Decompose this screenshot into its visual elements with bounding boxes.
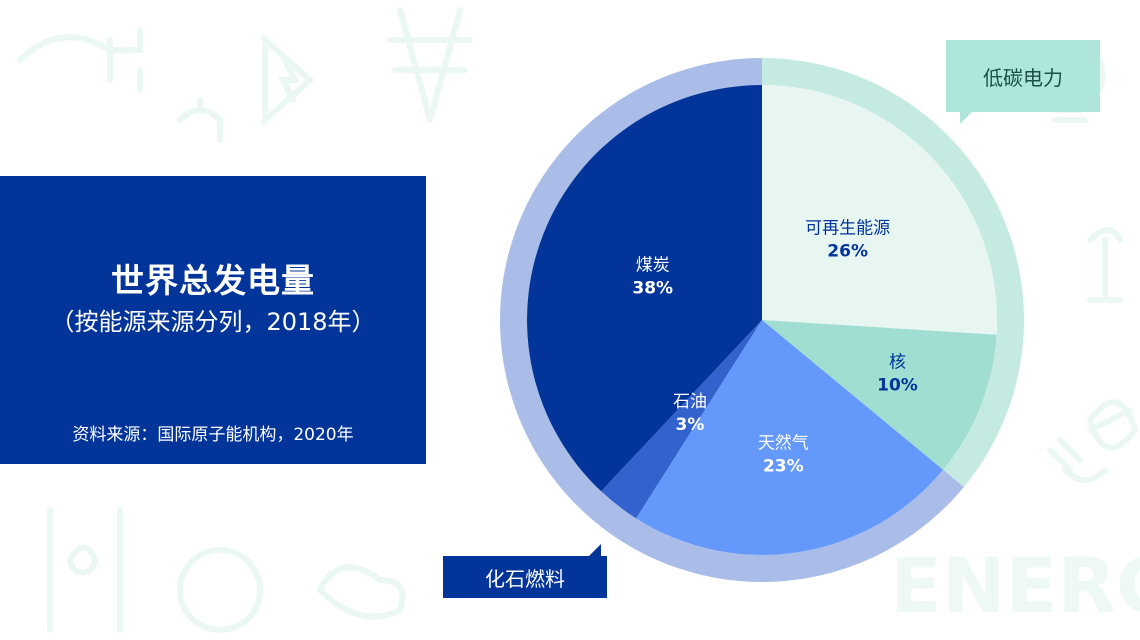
- globe-icon: [177, 547, 264, 633]
- tap-icon: [177, 97, 223, 143]
- slice-value-label-2: 23%: [763, 457, 804, 477]
- source-note: 资料来源：国际原子能机构，2020年: [72, 425, 354, 445]
- page-subtitle: （按能源来源分列，2018年）: [50, 308, 376, 336]
- slice-value-label-0: 26%: [827, 242, 868, 262]
- title-panel: 世界总发电量 （按能源来源分列，2018年） 资料来源：国际原子能机构，2020…: [0, 176, 426, 464]
- slice-name-label-3: 石油: [673, 392, 707, 412]
- slice-value-label-4: 38%: [632, 279, 673, 299]
- page-title: 世界总发电量: [111, 261, 315, 300]
- slice-value-label-1: 10%: [877, 376, 918, 396]
- group-ring-1: [499, 58, 964, 583]
- pie-slice-0: [762, 85, 997, 335]
- slice-name-label-1: 核: [889, 353, 906, 373]
- pie-slice-2: [636, 320, 944, 555]
- plant-icon: [1087, 227, 1123, 303]
- slice-name-label-0: 可再生能源: [805, 219, 890, 239]
- slice-value-label-3: 3%: [676, 415, 705, 435]
- slice-name-label-4: 煤炭: [636, 256, 670, 276]
- slice-name-label-2: 天然气: [758, 434, 809, 454]
- pie-slice-1: [762, 320, 997, 470]
- pie-slice-3: [601, 320, 762, 519]
- lightning-sign-icon: [262, 33, 315, 127]
- callout-fossil-fuel: 化石燃料: [443, 544, 607, 598]
- co2-icon: [317, 564, 406, 620]
- pie-slice-4: [527, 85, 762, 492]
- leaf-icon: [1087, 399, 1139, 451]
- energy-watermark: ENERGY: [890, 541, 1140, 630]
- group-ring-0: [762, 58, 1024, 488]
- plug-right-icon: [1047, 437, 1108, 483]
- callout-low-carbon: 低碳电力: [946, 40, 1100, 124]
- pylon-icon: [387, 7, 473, 123]
- plug-icon: [17, 27, 143, 93]
- drop-icon: [47, 507, 123, 633]
